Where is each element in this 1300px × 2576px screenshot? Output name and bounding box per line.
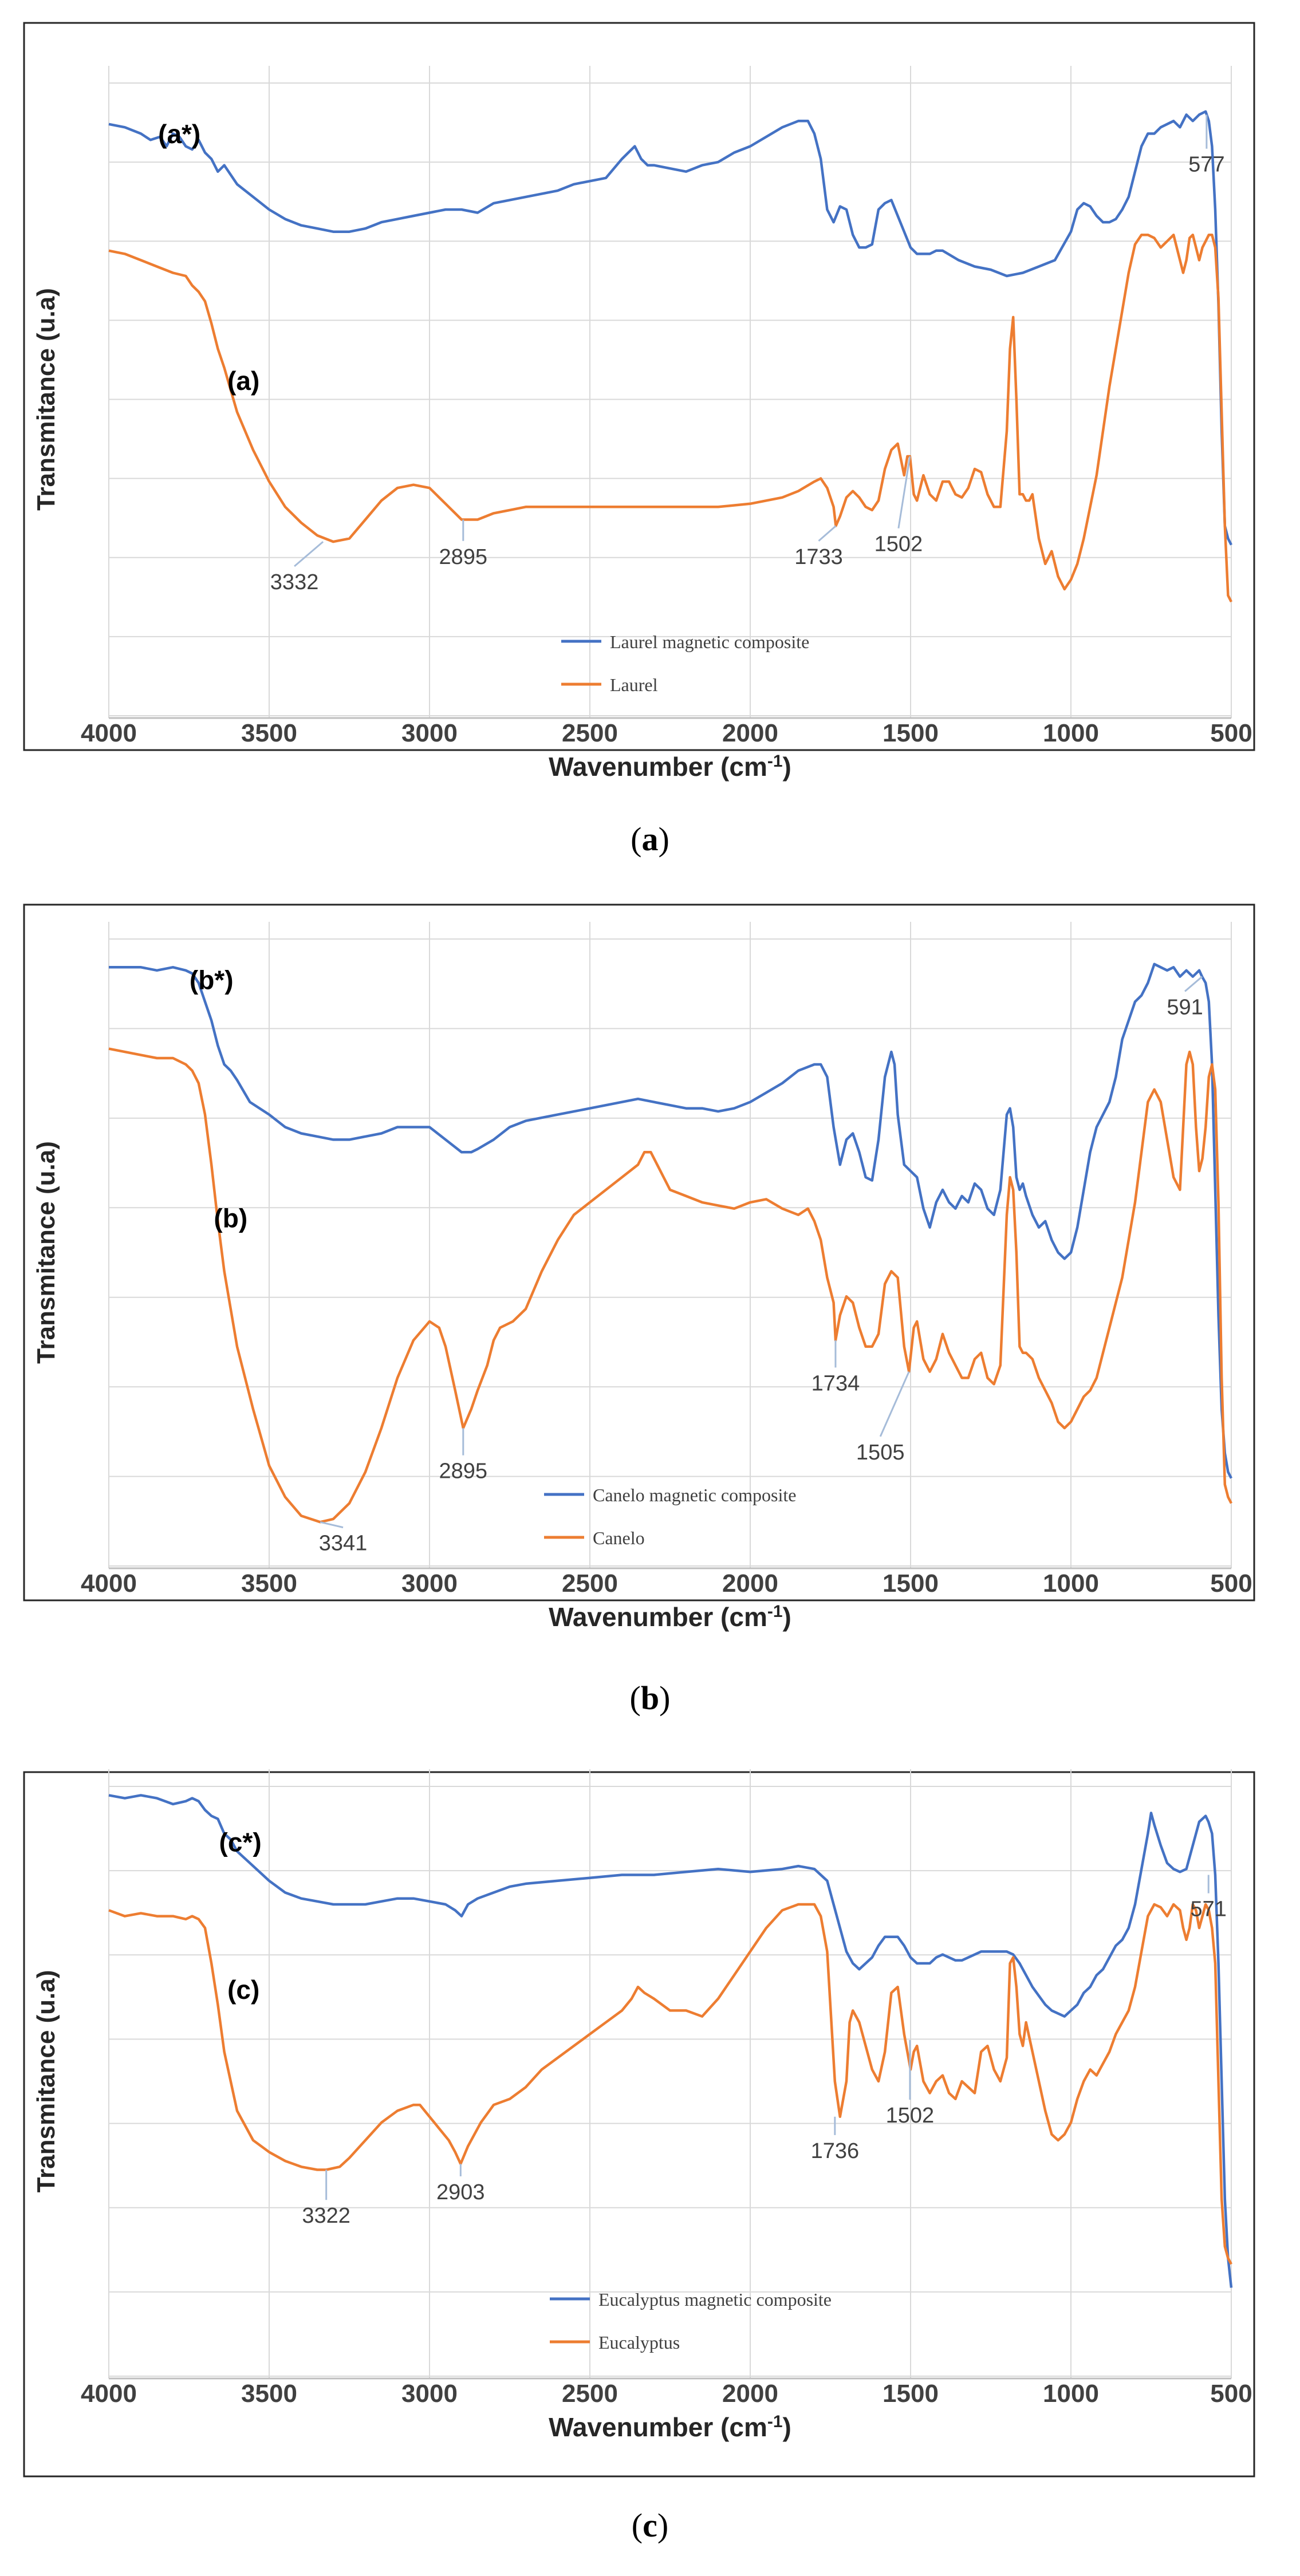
composite-spectrum-line — [108, 1794, 1233, 2288]
x-tick-label: 500 — [1210, 719, 1252, 747]
x-tick-label: 4000 — [81, 2380, 137, 2408]
x-axis-label: Wavenumber (cm-1) — [549, 2412, 791, 2443]
peak-leader-line — [897, 456, 911, 528]
peak-leader-line — [879, 1371, 910, 1437]
chart-panel-3: 4000 3500 3000 2500 2000 1500 1000 500 Wavenumbe… — [23, 1769, 1255, 2478]
panel-caption: (b) — [630, 1679, 671, 1717]
chart-panel-2: 4000 3500 3000 2500 2000 1500 1000 500 Wavenumbe… — [23, 904, 1255, 1632]
curve-label: (a*) — [158, 119, 200, 149]
peak-leader-line — [320, 1521, 344, 1529]
curve-label: (c*) — [219, 1827, 262, 1857]
x-tick-label: 1500 — [883, 719, 939, 747]
peak-leader-line — [1184, 976, 1203, 992]
x-tick-label: 3500 — [241, 1569, 297, 1597]
peak-label: 1736 — [811, 2139, 860, 2163]
curve-label: (b) — [214, 1204, 247, 1233]
peak-label: 571 — [1191, 1898, 1227, 1922]
x-tick-label: 4000 — [81, 719, 137, 747]
panel-frame — [23, 1771, 1255, 2478]
peak-label: 1505 — [856, 1441, 905, 1465]
y-axis-label: Transmitance (u.a) — [32, 1970, 60, 2193]
legend-label: Laurel magnetic composite — [610, 632, 809, 652]
peak-label: 2895 — [439, 545, 488, 569]
curve-label: (a) — [227, 366, 259, 396]
x-tick-label: 3000 — [401, 1569, 458, 1597]
x-tick-label: 2500 — [562, 719, 618, 747]
y-axis-label: Transmitance (u.a) — [32, 1141, 60, 1364]
composite-spectrum-line — [109, 962, 1233, 1479]
x-tick-label: 3000 — [401, 2380, 458, 2408]
x-tick-label: 2000 — [722, 719, 778, 747]
x-tick-label: 1500 — [883, 1569, 939, 1597]
x-tick-label: 500 — [1210, 2380, 1252, 2408]
legend-label: Eucalyptus — [598, 2332, 680, 2353]
x-tick-label: 1000 — [1043, 1569, 1099, 1597]
peak-label: 3322 — [302, 2204, 350, 2228]
peak-label: 591 — [1167, 995, 1203, 1019]
peak-label: 1734 — [811, 1371, 860, 1395]
peak-label: 3332 — [270, 570, 319, 594]
x-tick-label: 4000 — [81, 1569, 137, 1597]
x-tick-label: 3000 — [401, 719, 458, 747]
x-tick-label: 1000 — [1043, 2380, 1099, 2408]
chart-panel-1: 4000 3500 3000 2500 2000 1500 1000 500 Wavenumbe… — [23, 22, 1255, 782]
peak-label: 2895 — [439, 1459, 488, 1484]
curve-label: (c) — [227, 1975, 259, 2005]
x-tick-label: 2000 — [722, 2380, 778, 2408]
x-tick-label: 3500 — [241, 2380, 297, 2408]
peak-label: 1502 — [874, 532, 923, 557]
curve-label: (b*) — [190, 965, 234, 995]
peak-label: 577 — [1188, 153, 1224, 177]
raw-spectrum-line — [108, 1047, 1233, 1524]
x-tick-label: 2500 — [562, 1569, 618, 1597]
peak-label: 2903 — [436, 2180, 485, 2204]
x-axis-label: Wavenumber (cm-1) — [549, 1602, 791, 1632]
peak-label: 1502 — [886, 2104, 935, 2128]
legend-label: Laurel — [610, 674, 658, 695]
peak-leader-line — [818, 525, 837, 542]
raw-spectrum-line — [108, 1903, 1232, 2265]
peak-label: 3341 — [319, 1532, 368, 1556]
panel-caption: (a) — [631, 820, 669, 858]
panel-caption: (c) — [632, 2507, 668, 2544]
legend-label: Canelo — [593, 1528, 645, 1548]
composite-spectrum-line — [108, 110, 1233, 546]
panel-frame — [23, 22, 1255, 751]
x-tick-label: 3500 — [241, 719, 297, 747]
x-tick-label: 2500 — [562, 2380, 618, 2408]
raw-spectrum-line — [108, 233, 1233, 603]
legend-label: Canelo magnetic composite — [593, 1485, 796, 1505]
y-axis-label: Transmitance (u.a) — [32, 288, 60, 511]
x-tick-label: 1000 — [1043, 719, 1099, 747]
x-tick-label: 1500 — [883, 2380, 939, 2408]
legend-label: Eucalyptus magnetic composite — [598, 2289, 832, 2310]
peak-leader-line — [294, 541, 324, 567]
panel-frame — [23, 904, 1255, 1601]
x-tick-label: 2000 — [722, 1569, 778, 1597]
peak-label: 1733 — [794, 545, 843, 569]
x-axis-label: Wavenumber (cm-1) — [549, 752, 791, 782]
x-tick-label: 500 — [1210, 1569, 1252, 1597]
